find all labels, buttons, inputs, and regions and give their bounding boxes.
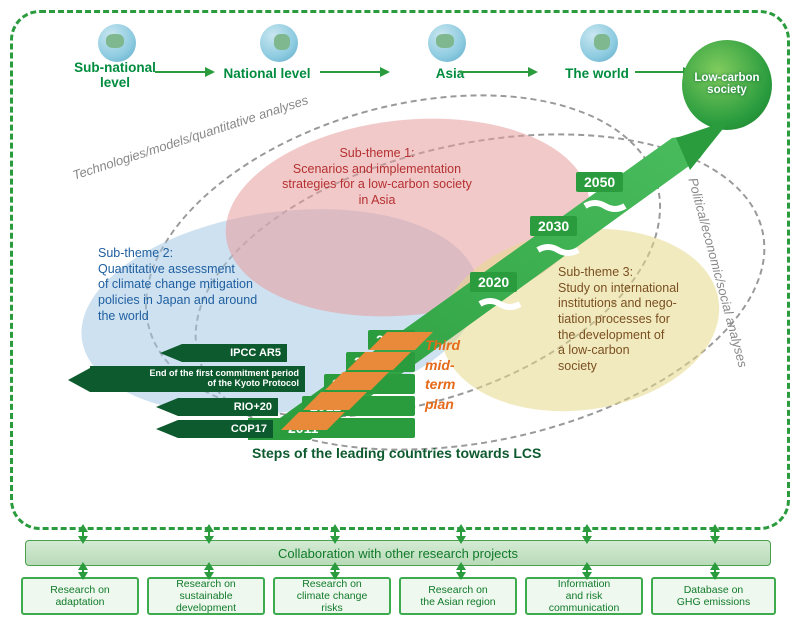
project-box: Information and risk communication [525, 577, 643, 615]
arrow-down-icon [78, 572, 88, 580]
arrow-down-icon [330, 572, 340, 580]
bar-tail-icon [68, 368, 90, 392]
globe-icon [98, 24, 136, 62]
globe-icon [428, 24, 466, 62]
step-bar: IPCC AR5 [182, 344, 287, 362]
project-box: Research on adaptation [21, 577, 139, 615]
arrow-down-icon [204, 536, 214, 544]
bar-tail-icon [160, 344, 182, 362]
bar-tail-icon [156, 398, 178, 416]
arrow-down-icon [204, 572, 214, 580]
step-bar: RIO+20 [178, 398, 278, 416]
arrow-icon [155, 66, 215, 78]
arrow-icon [460, 66, 538, 78]
steps-label: Steps of the leading countries towards L… [252, 445, 541, 461]
arrow-down-icon [710, 536, 720, 544]
arrow-down-icon [456, 536, 466, 544]
collab-bar: Collaboration with other research projec… [25, 540, 771, 566]
level-label: National level [212, 66, 322, 81]
arrow-down-icon [330, 536, 340, 544]
year-box: 2020 [470, 272, 517, 292]
arrow-icon [320, 66, 390, 78]
project-box: Research on climate change risks [273, 577, 391, 615]
globe-icon [260, 24, 298, 62]
project-box: Database on GHG emissions [651, 577, 776, 615]
arrow-down-icon [456, 572, 466, 580]
step-bar: COP17 [178, 420, 273, 438]
goal-label: Low-carbon society [682, 72, 772, 96]
year-box: 2030 [530, 216, 577, 236]
project-box: Research on sustainable development [147, 577, 265, 615]
arrow-down-icon [582, 572, 592, 580]
arrow-down-icon [582, 536, 592, 544]
step-bar: End of the first commitment period of th… [90, 366, 305, 392]
arrow-down-icon [78, 536, 88, 544]
arrow-down-icon [710, 572, 720, 580]
level-label: Sub-national level [60, 60, 170, 90]
project-box: Research on the Asian region [399, 577, 517, 615]
plan-text: Third mid- term plan [425, 336, 460, 414]
bar-tail-icon [156, 420, 178, 438]
year-box: 2050 [576, 172, 623, 192]
globe-icon [580, 24, 618, 62]
